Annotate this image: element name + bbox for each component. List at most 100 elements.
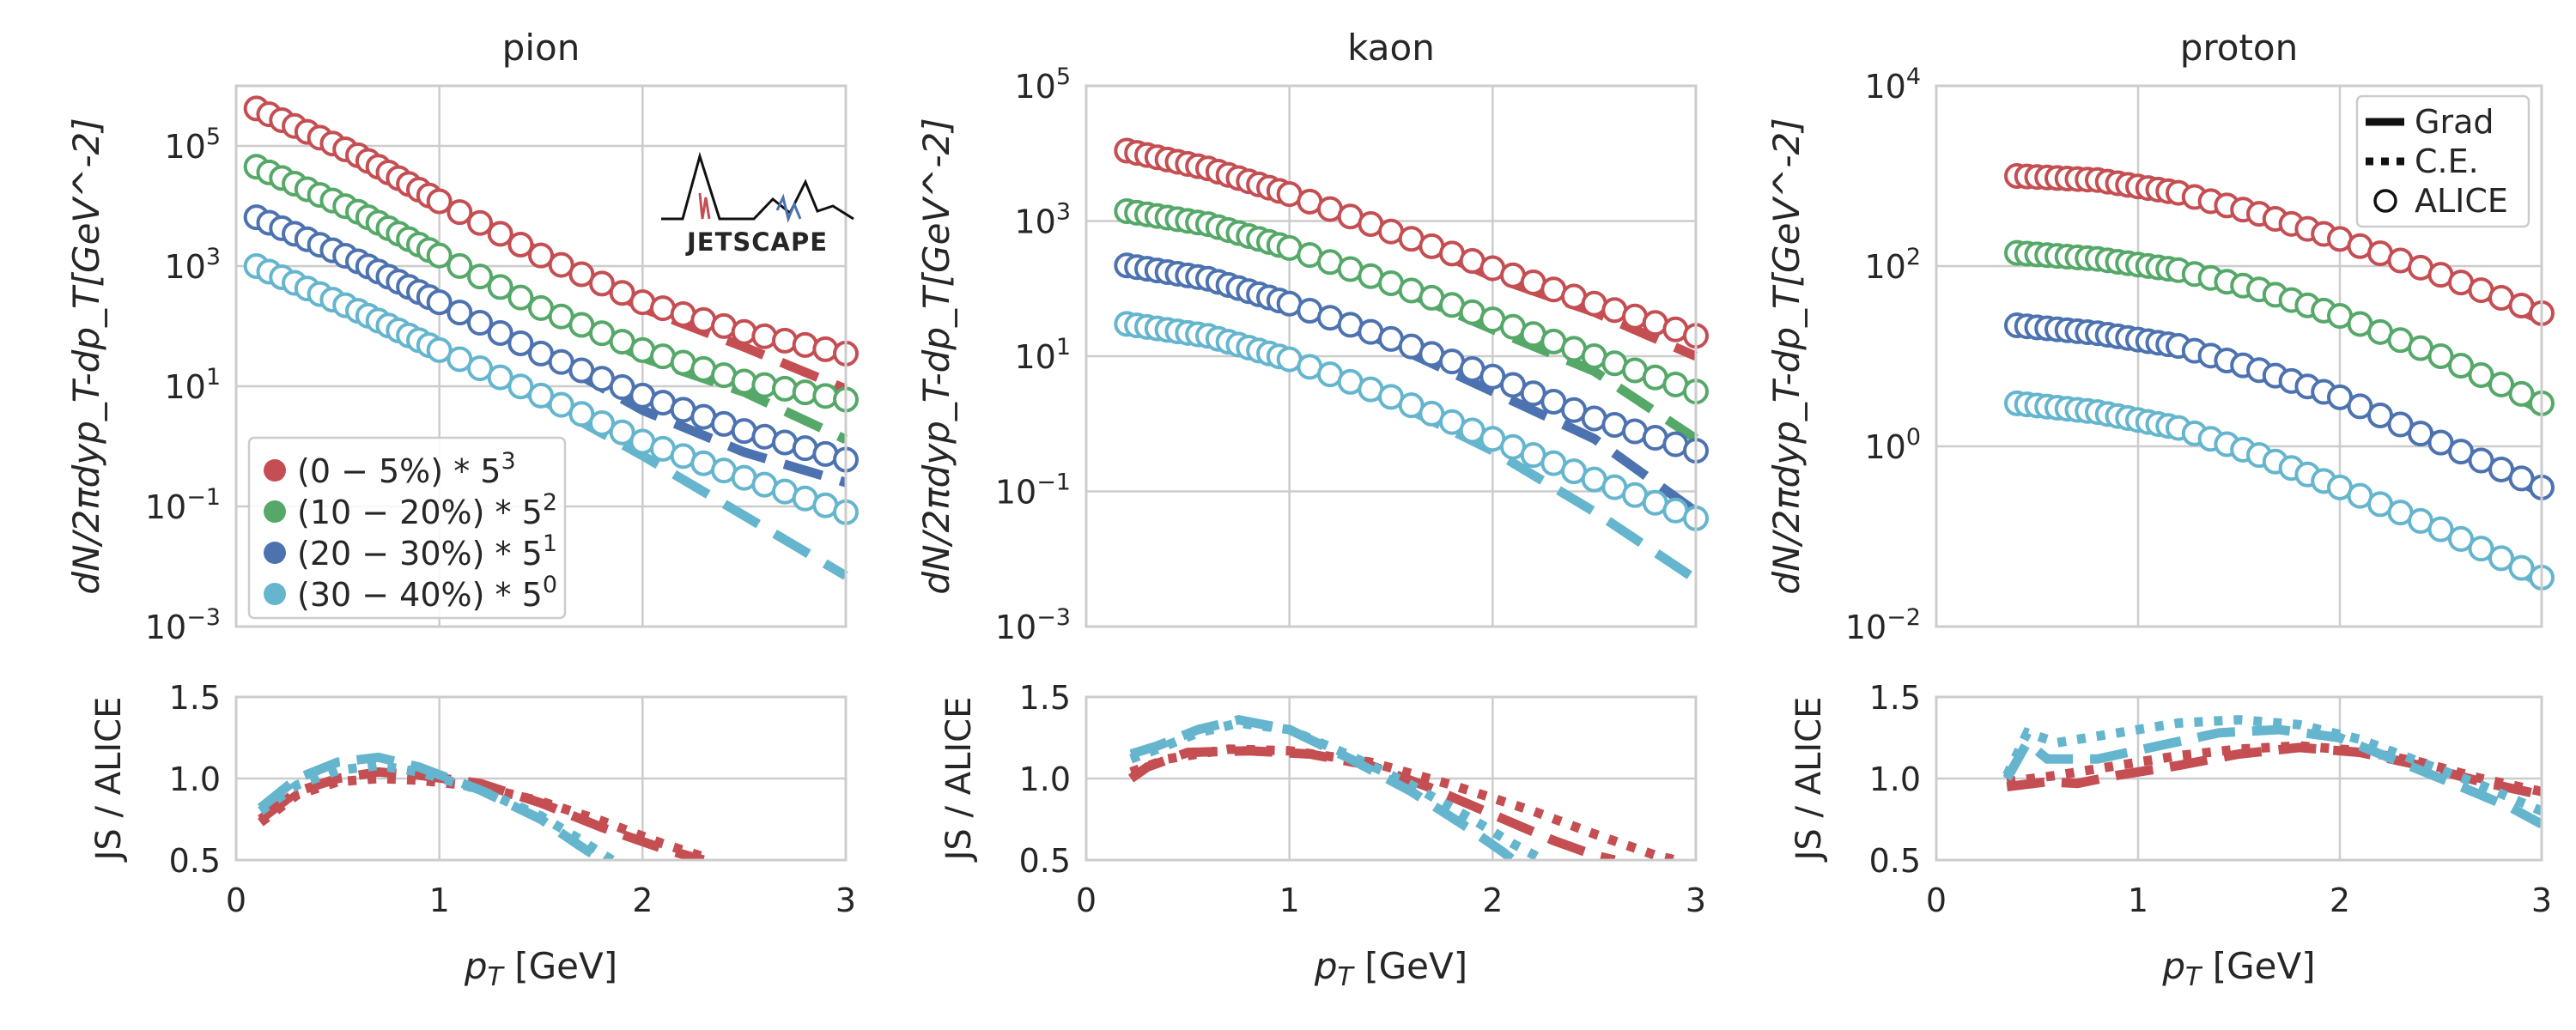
alice-marker	[2488, 545, 2514, 572]
y-axis-label: JS / ALICE	[89, 697, 129, 863]
x-tick-label: 0	[226, 882, 246, 919]
y-tick-label: 1.5	[169, 679, 221, 717]
alice-marker	[2427, 343, 2454, 369]
x-tick-label: 2	[1482, 882, 1503, 919]
alice-marker	[568, 401, 595, 427]
panel-pion: 10−3 10−1 101 103 105 pion dN/2πdyp_T-dp_T[GeV…	[65, 27, 859, 646]
y-tick-label: 10−3	[995, 604, 1071, 646]
ratio-curve	[2006, 741, 2542, 797]
y-tick-label: 100	[1864, 424, 1921, 466]
alice-marker	[507, 330, 534, 356]
panel-title: kaon	[1347, 27, 1435, 69]
ratio-curve	[257, 752, 605, 860]
y-tick-label: 1.0	[1869, 760, 1921, 798]
axes-frame	[234, 84, 848, 628]
y-tick-label: 105	[164, 124, 221, 166]
legend-label: (20 − 30%) * 51	[297, 530, 557, 573]
alice-marker	[426, 289, 453, 316]
alice-marker	[751, 323, 778, 349]
legend-label: ALICE	[2415, 182, 2508, 220]
logo-colored-peaks	[698, 192, 711, 220]
alice-marker	[609, 280, 635, 306]
x-tick-label: 1	[2128, 882, 2148, 919]
x-tick-label: 3	[2531, 882, 2552, 919]
alice-marker	[426, 242, 453, 269]
ratio-curve	[1129, 718, 1546, 860]
alice-marker	[467, 355, 493, 382]
alice-marker	[487, 221, 513, 247]
legend-marker	[264, 459, 286, 482]
panel-proton-ratio: 0 1 2 3 0.5 1.0 1.5 JS / ALICE pT [GeV]	[1789, 679, 2552, 992]
y-tick-label: 103	[1014, 199, 1071, 241]
x-tick-label: 0	[1076, 882, 1097, 919]
alice-marker	[2508, 554, 2535, 581]
alice-marker	[426, 336, 453, 363]
ratio-curve	[1129, 744, 1677, 860]
y-tick-label: 101	[1014, 334, 1071, 376]
alice-marker	[589, 410, 615, 437]
alice-marker	[2448, 525, 2474, 552]
y-tick-label: 1.5	[1019, 679, 1071, 717]
alice-marker	[528, 382, 554, 409]
panel-pion-ratio: 0 1 2 3 0.5 1.0 1.5 JS / ALICE pT [GeV]	[89, 679, 856, 992]
y-tick-label: 102	[1864, 244, 1921, 286]
panel-kaon-ratio: 0 1 2 3 0.5 1.0 1.5 JS / ALICE pT [GeV]	[939, 679, 1706, 992]
axes-frame	[1084, 84, 1698, 628]
alice-marker	[751, 372, 778, 398]
panel-kaon: 10−3 10−1 101 103 105 kaon dN/2πdyp_T-dp_T[GeV…	[915, 27, 1709, 646]
panel-title: proton	[2180, 27, 2298, 69]
x-tick-label: 3	[1686, 882, 1706, 919]
alice-marker	[528, 242, 554, 269]
alice-marker	[487, 364, 513, 391]
y-tick-label: 1.0	[1019, 760, 1071, 798]
legend-label: Grad	[2415, 103, 2494, 141]
alice-marker	[467, 209, 493, 236]
ratio-curve	[2002, 715, 2542, 816]
y-tick-label: 10−1	[995, 470, 1071, 512]
alice-marker	[812, 383, 839, 409]
panel-proton: 10−2 100 102 104 proton dN/2πdyp_T-dp_T[GeV^-…	[1765, 27, 2555, 646]
alice-marker	[772, 375, 798, 402]
alice-marker	[589, 270, 615, 297]
alice-marker	[507, 284, 534, 311]
x-tick-label: 0	[1926, 882, 1947, 919]
alice-marker	[2468, 536, 2494, 562]
model-curve	[2016, 398, 2544, 588]
ratio-curve	[2002, 724, 2542, 829]
x-tick-label: 2	[632, 882, 653, 919]
legend-marker	[264, 583, 286, 605]
legend-frame	[2355, 94, 2530, 228]
alice-marker	[568, 261, 595, 288]
alice-marker	[812, 336, 839, 362]
legend-frame	[247, 436, 567, 620]
axes-frame	[1935, 695, 2543, 862]
axes-frame	[1084, 695, 1698, 862]
alice-marker	[2468, 361, 2494, 388]
y-axis-label: dN/2πdyp_T-dp_T[GeV^-2]	[915, 118, 957, 594]
alice-marker	[447, 252, 473, 279]
alice-marker	[447, 300, 473, 326]
ratio-curve	[258, 760, 615, 860]
alice-marker	[447, 199, 473, 226]
alice-marker	[731, 368, 757, 395]
alice-marker	[507, 232, 534, 258]
legend-centrality: (0 − 5%) * 53(10 − 20%) * 52(20 − 30%) *…	[247, 436, 567, 620]
alice-marker	[426, 188, 453, 215]
ratio-curve	[2006, 742, 2542, 800]
x-axis-label: pT [GeV]	[2161, 945, 2315, 992]
logo-text: JETSCAPE	[685, 227, 828, 257]
logo-colored-peaks-2	[775, 193, 802, 223]
y-tick-label: 0.5	[169, 842, 221, 880]
y-axis-label: dN/2πdyp_T-dp_T[GeV^-2]	[65, 118, 107, 594]
alice-marker	[2427, 516, 2454, 542]
legend-label: (30 − 40%) * 50	[297, 572, 557, 614]
y-tick-label: 1.5	[1869, 679, 1921, 717]
alice-marker	[609, 419, 635, 445]
y-tick-label: 104	[1864, 64, 1921, 106]
x-axis-label: pT [GeV]	[1314, 945, 1467, 992]
y-axis-label: JS / ALICE	[1789, 697, 1829, 863]
alice-marker	[467, 310, 493, 336]
axes-frame	[234, 695, 848, 862]
